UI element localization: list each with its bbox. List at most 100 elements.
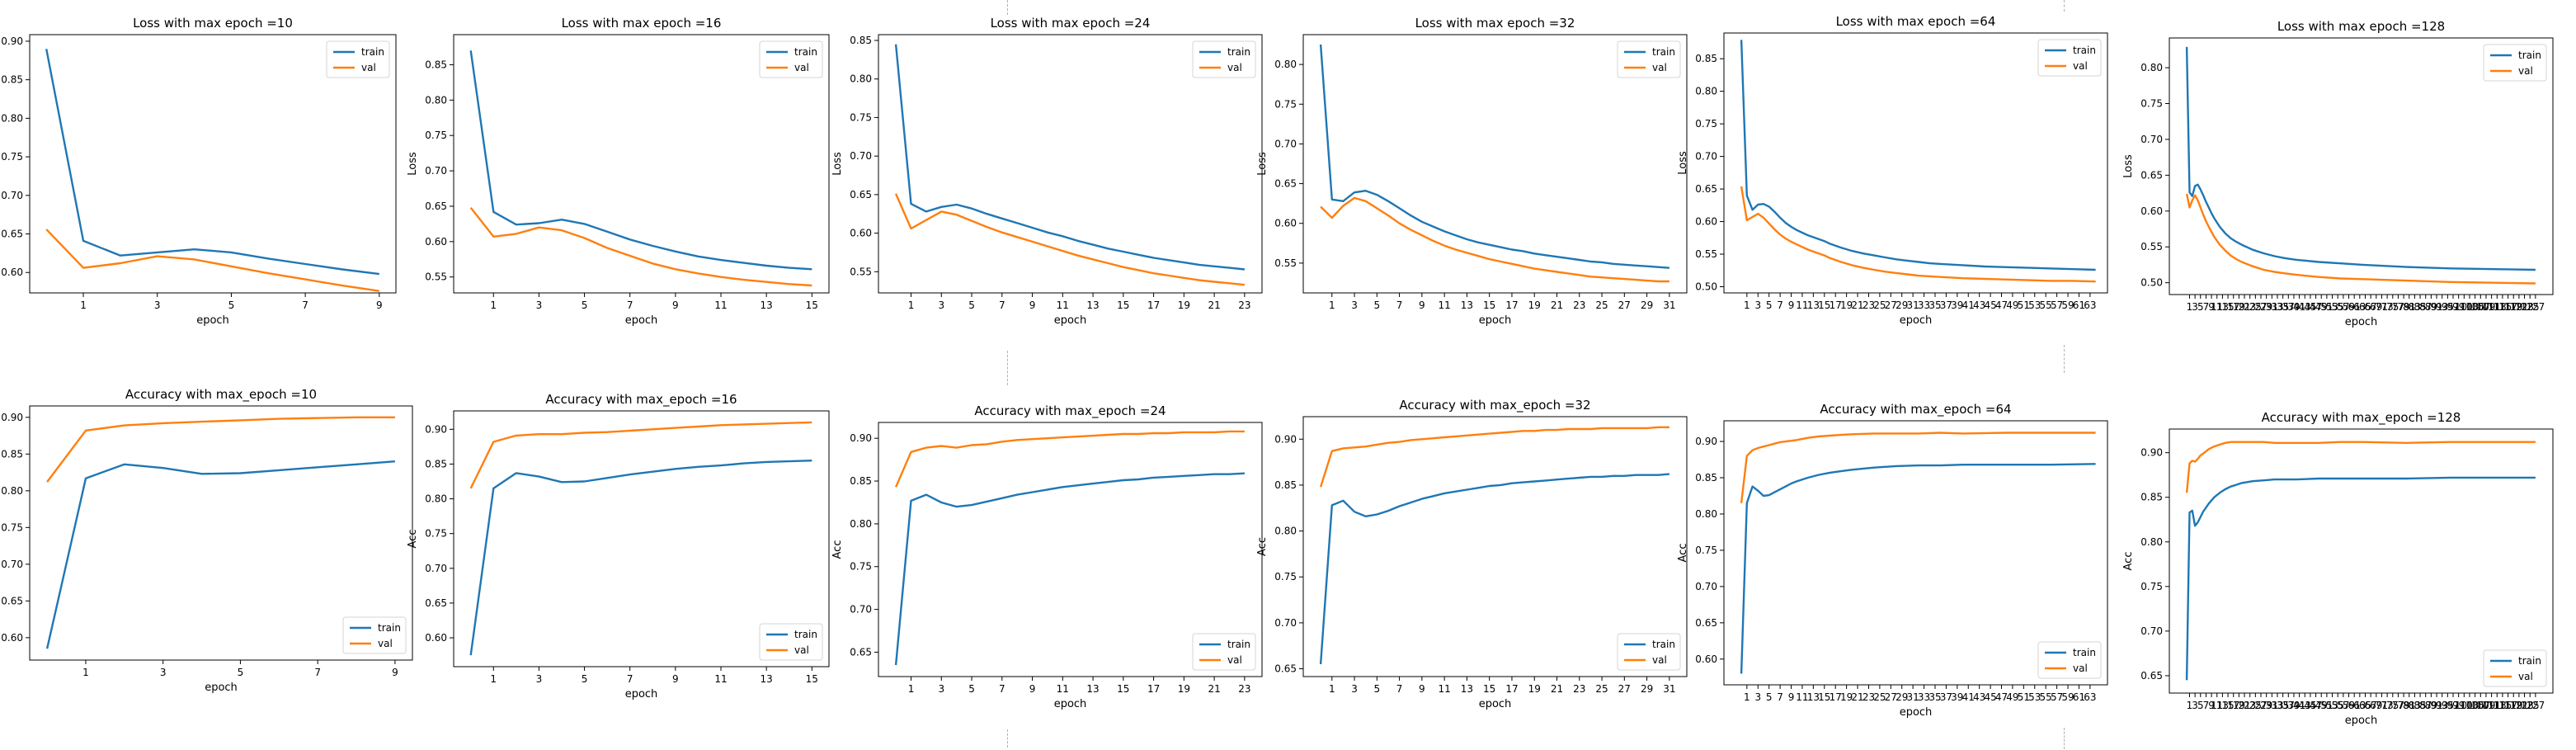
- x-tick-label: 57: [2337, 301, 2349, 313]
- x-tick-label: 41: [2293, 301, 2305, 313]
- x-tick-label: 59: [2061, 300, 2074, 311]
- x-tick-label: 15: [1818, 300, 1830, 311]
- y-tick-label: 0.75: [1, 521, 23, 533]
- x-tick-label: 1: [1329, 300, 1335, 311]
- y-tick-label: 0.65: [2140, 169, 2163, 181]
- y-tick-label: 0.65: [1695, 617, 1717, 629]
- x-tick-label: 13: [1461, 300, 1473, 311]
- y-tick-label: 0.60: [850, 228, 872, 239]
- y-tick-label: 0.70: [1274, 617, 1297, 629]
- x-tick-label: 3: [154, 300, 161, 311]
- x-tick-label: 53: [2326, 700, 2338, 711]
- chart-panel-9: 1 3 5 7 9 11 13 15 17 19 21 230.650.700.750.800.850…: [831, 403, 1263, 710]
- y-tick-label: 0.75: [1, 151, 23, 163]
- x-tick-label: 117: [2498, 700, 2517, 711]
- y-tick-label: 0.75: [2140, 581, 2163, 592]
- series-line-val: [469, 206, 812, 287]
- x-tick-label: 9: [1029, 300, 1036, 311]
- x-tick-label: 9: [1419, 300, 1425, 311]
- x-tick-label: 57: [2337, 700, 2349, 711]
- x-tick-label: 39: [1951, 691, 1963, 703]
- x-tick-label: 61: [2348, 700, 2361, 711]
- x-tick-label: 23: [1863, 300, 1875, 311]
- x-tick-label: 75: [2386, 301, 2399, 313]
- x-tick-label: 27: [1885, 691, 1897, 703]
- x-tick-label: 13: [1086, 300, 1099, 311]
- y-tick-label: 0.80: [1274, 526, 1297, 537]
- x-tick-label: 9: [2208, 301, 2215, 313]
- x-tick-label: 87: [2419, 700, 2432, 711]
- y-tick-label: 0.85: [425, 458, 447, 469]
- y-tick-label: 0.65: [1, 595, 23, 606]
- y-tick-label: 0.60: [1695, 653, 1717, 665]
- x-tick-label: 21: [1208, 683, 1220, 695]
- x-tick-label: 41: [1962, 691, 1975, 703]
- y-tick-label: 0.80: [2140, 536, 2163, 548]
- x-tick-label: 35: [1928, 300, 1941, 311]
- legend-label-val: val: [361, 62, 376, 73]
- legend-label-train: train: [1652, 46, 1675, 58]
- x-tick-label: 15: [1818, 691, 1830, 703]
- y-tick-label: 0.65: [1274, 178, 1297, 190]
- y-tick-label: 0.70: [1274, 138, 1297, 149]
- x-tick-label: 109: [2476, 700, 2495, 711]
- x-tick-label: 71: [2376, 700, 2388, 711]
- x-tick-label: 13: [2216, 301, 2229, 313]
- x-tick-label: 99: [2452, 301, 2465, 313]
- series-line-train: [1319, 473, 1669, 665]
- x-tick-label: 25: [1873, 300, 1886, 311]
- x-tick-label: 11: [1438, 300, 1450, 311]
- x-tick-label: 89: [2425, 301, 2437, 313]
- x-tick-label: 19: [2233, 700, 2245, 711]
- chart-title: Loss with max epoch =16: [562, 16, 722, 31]
- x-tick-label: 51: [2320, 301, 2333, 313]
- x-tick-label: 33: [1918, 691, 1930, 703]
- legend-label-train: train: [2073, 647, 2096, 658]
- x-tick-label: 27: [1618, 683, 1631, 695]
- x-tick-label: 39: [2287, 700, 2300, 711]
- x-tick-label: 43: [1973, 691, 1985, 703]
- x-tick-label: 17: [2227, 700, 2239, 711]
- y-axis-label: Loss: [1677, 151, 1689, 175]
- x-tick-label: 45: [2304, 301, 2316, 313]
- y-axis-label: Acc: [2122, 552, 2135, 571]
- x-tick-label: 79: [2397, 700, 2409, 711]
- x-tick-label: 39: [2287, 301, 2300, 313]
- y-tick-label: 0.90: [425, 423, 447, 435]
- x-tick-label: 29: [1641, 683, 1653, 695]
- chart-title: Loss with max epoch =64: [1836, 14, 1996, 29]
- y-tick-label: 0.85: [1, 74, 23, 86]
- x-tick-label: 35: [2277, 301, 2289, 313]
- axes-frame: [878, 422, 1263, 677]
- chart-panel-3: 1 3 5 7 9 11 13 15 17 19 21 230.550.600.650.700.750…: [831, 16, 1263, 327]
- x-tick-label: 5: [1373, 683, 1380, 695]
- y-axis-label: Acc: [407, 530, 419, 549]
- legend-label-train: train: [2518, 50, 2541, 61]
- x-tick-label: 65: [2359, 700, 2371, 711]
- x-tick-label: 3: [2192, 700, 2198, 711]
- x-tick-label: 19: [1528, 300, 1541, 311]
- y-axis-label: Loss: [407, 152, 419, 176]
- y-axis-label: Loss: [2122, 154, 2135, 178]
- x-tick-label: 17: [2227, 301, 2239, 313]
- legend-label-val: val: [1652, 654, 1667, 666]
- x-tick-label: 5: [2197, 301, 2204, 313]
- x-tick-label: 17: [1147, 683, 1160, 695]
- x-tick-label: 11: [2211, 301, 2223, 313]
- x-tick-label: 15: [2221, 301, 2234, 313]
- x-tick-label: 21: [1208, 300, 1220, 311]
- chart-panel-11: 1 3 5 7 9 11131517192123252729313335373941434…: [1677, 402, 2108, 719]
- y-tick-label: 0.60: [425, 632, 447, 644]
- x-tick-label: 47: [1995, 691, 2008, 703]
- y-tick-label: 0.75: [1695, 118, 1717, 130]
- chart-title: Loss with max epoch =128: [2277, 19, 2445, 34]
- x-tick-label: 43: [1973, 300, 1985, 311]
- legend-label-train: train: [361, 46, 384, 58]
- x-tick-label: 1: [80, 300, 87, 311]
- x-tick-label: 57: [2051, 691, 2063, 703]
- y-tick-label: 0.80: [850, 518, 872, 530]
- x-tick-label: 27: [1885, 300, 1897, 311]
- chart-title: Accuracy with max_epoch =64: [1820, 402, 2011, 417]
- y-tick-label: 0.70: [850, 604, 872, 616]
- x-tick-label: 125: [2521, 301, 2540, 313]
